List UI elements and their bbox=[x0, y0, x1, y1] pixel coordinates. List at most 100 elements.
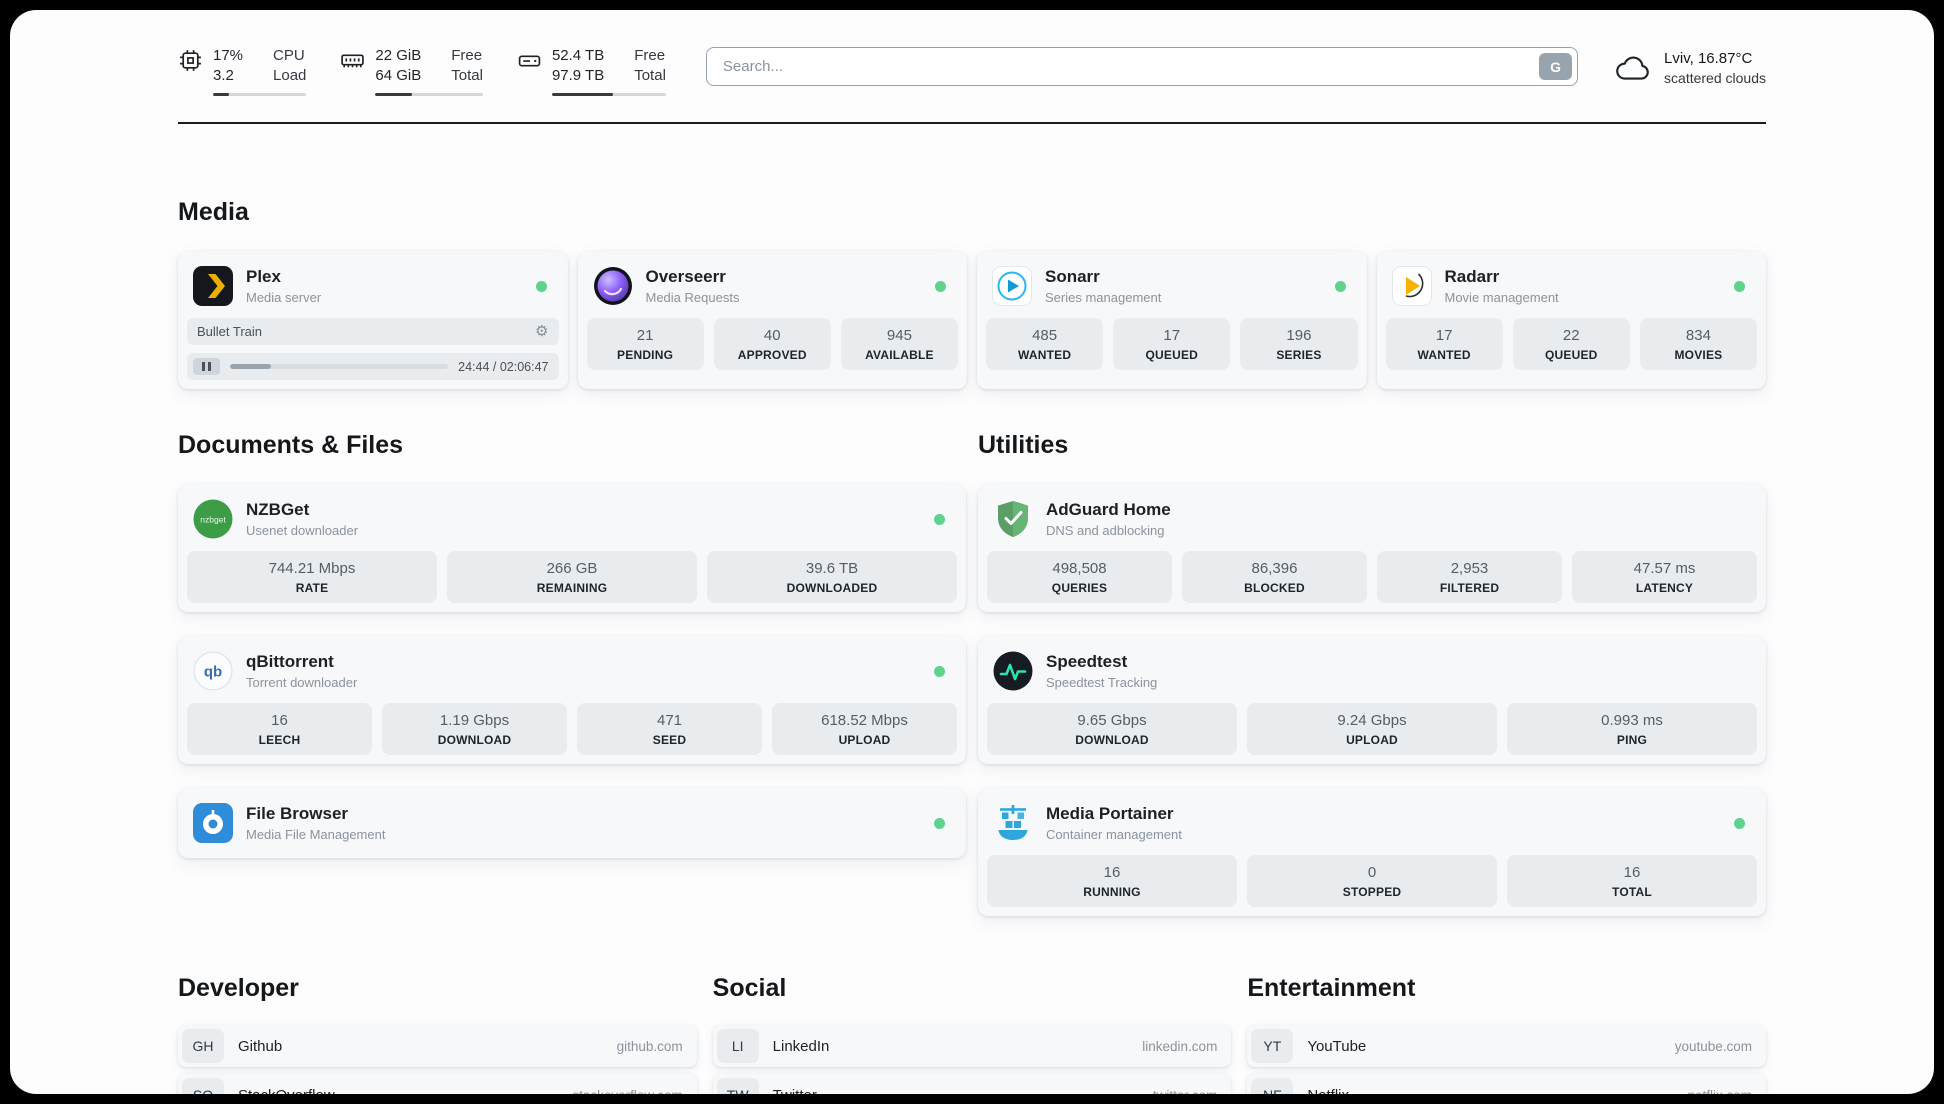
settings-gear-icon[interactable]: ⚙ bbox=[535, 323, 549, 340]
stat-label: TOTAL bbox=[1612, 885, 1652, 899]
search: G bbox=[705, 47, 1579, 86]
stat-label: LEECH bbox=[258, 733, 301, 747]
stat-value: 9.65 Gbps bbox=[1077, 712, 1147, 729]
disk-total-value: 97.9 TB bbox=[551, 66, 605, 84]
stat-value: 0 bbox=[1367, 864, 1377, 881]
cloud-icon bbox=[1614, 53, 1652, 83]
stat-value: 9.24 Gbps bbox=[1337, 712, 1407, 729]
stat-label: PING bbox=[1616, 733, 1648, 747]
stat-stopped: 0 STOPPED bbox=[1247, 855, 1497, 907]
bookmark-linkedin[interactable]: LI LinkedIn linkedin.com bbox=[712, 1025, 1232, 1067]
bookmark-twitter[interactable]: TW Twitter twitter.com bbox=[712, 1074, 1232, 1095]
ram-label-total: Total bbox=[451, 66, 483, 84]
service-card-file-browser[interactable]: File Browser Media File Management bbox=[178, 788, 966, 858]
stat-wanted: 485 WANTED bbox=[986, 318, 1104, 370]
service-card-overseerr[interactable]: Overseerr Media Requests 21 PENDING 40 APPROV… bbox=[577, 251, 967, 389]
stats-row: 17 WANTED 22 QUEUED 834 MOVIES bbox=[1385, 318, 1758, 370]
stat-label: REMAINING bbox=[536, 581, 608, 595]
bookmark-stackoverflow[interactable]: SO StackOverflow stackoverflow.com bbox=[178, 1074, 697, 1094]
stats-row: 16 LEECH 1.19 Gbps DOWNLOAD 471 SEED 618.52 Mb… bbox=[187, 703, 957, 755]
svg-text:nzbget: nzbget bbox=[200, 515, 226, 525]
app-name: Plex bbox=[246, 267, 281, 286]
app-name: File Browser bbox=[246, 804, 349, 823]
disk-metric: 52.4 TB 97.9 TB Free Total bbox=[517, 46, 666, 96]
file-browser-icon bbox=[193, 803, 233, 843]
ram-icon bbox=[340, 48, 365, 73]
stats-row: 9.65 Gbps DOWNLOAD 9.24 Gbps UPLOAD 0.993 ms… bbox=[987, 703, 1757, 755]
service-card-plex[interactable]: Plex Media server Bullet Train ⚙ 24:44 / 02:… bbox=[178, 251, 568, 389]
bookmarks: Developer GH Github github.com SO StackOverfl… bbox=[178, 926, 1766, 1094]
header-divider bbox=[178, 122, 1766, 124]
bookmark-name: Github bbox=[238, 1037, 283, 1055]
search-engine-button[interactable]: G bbox=[1539, 53, 1573, 80]
app-name: Overseerr bbox=[645, 267, 726, 286]
cpu-usage-value: 17% bbox=[213, 47, 244, 64]
media-section-title: Media bbox=[178, 198, 249, 226]
documents-section-title: Documents & Files bbox=[178, 431, 404, 459]
stat-queued: 17 QUEUED bbox=[1113, 318, 1231, 370]
stats-row: 498,508 QUERIES 86,396 BLOCKED 2,953 FILTERED… bbox=[987, 551, 1757, 603]
stat-label: STOPPED bbox=[1342, 885, 1402, 899]
bookmark-netflix[interactable]: NF Netflix netflix.com bbox=[1247, 1074, 1766, 1094]
bookmark-abbr: LI bbox=[716, 1029, 759, 1063]
documents-section: Documents & Files nzbget NZBGet Usenet dow… bbox=[178, 391, 966, 858]
stat-latency: 47.57 ms LATENCY bbox=[1572, 551, 1757, 603]
stat-value: 945 bbox=[886, 327, 912, 344]
search-input[interactable] bbox=[705, 47, 1579, 86]
disk-label-total: Total bbox=[634, 66, 666, 84]
stat-value: 2,953 bbox=[1450, 560, 1489, 577]
service-card-adguard-home[interactable]: AdGuard Home DNS and adblocking 498,508 QUE… bbox=[978, 484, 1766, 612]
stat-available: 945 AVAILABLE bbox=[840, 318, 959, 370]
adguard-home-icon bbox=[993, 499, 1033, 539]
app-name: Speedtest bbox=[1046, 652, 1128, 671]
service-card-speedtest[interactable]: Speedtest Speedtest Tracking 9.65 Gbps DOWN… bbox=[978, 636, 1766, 764]
stats-row: 16 RUNNING 0 STOPPED 16 TOTAL bbox=[987, 855, 1757, 907]
service-card-media-portainer[interactable]: Media Portainer Container management 16 RUN… bbox=[978, 788, 1766, 916]
online-status-dot bbox=[1334, 280, 1346, 292]
stat-value: 485 bbox=[1032, 327, 1058, 344]
card-header: nzbget NZBGet Usenet downloader bbox=[187, 493, 957, 551]
svg-text:qb: qb bbox=[204, 664, 222, 681]
service-card-sonarr[interactable]: Sonarr Series management 485 WANTED 17 QUEUED… bbox=[977, 251, 1367, 389]
service-card-qbittorrent[interactable]: qb qBittorrent Torrent downloader 16 LEECH 1.… bbox=[178, 636, 966, 764]
stat-running: 16 RUNNING bbox=[987, 855, 1237, 907]
pause-button[interactable] bbox=[193, 358, 220, 375]
stat-label: PENDING bbox=[617, 348, 674, 362]
now-playing-row: Bullet Train ⚙ bbox=[187, 318, 559, 345]
app-name: AdGuard Home bbox=[1046, 500, 1171, 519]
bookmark-group-title: Developer bbox=[178, 974, 299, 1002]
playback-progress-bar[interactable] bbox=[230, 364, 449, 369]
stat-queued: 22 QUEUED bbox=[1512, 318, 1630, 370]
bookmark-url: netflix.com bbox=[1687, 1088, 1752, 1095]
stat-label: RUNNING bbox=[1083, 885, 1141, 899]
bookmark-group-developer: Developer GH Github github.com SO StackOverfl… bbox=[178, 926, 697, 1094]
service-card-radarr[interactable]: Radarr Movie management 17 WANTED 22 QUEUED 83… bbox=[1376, 251, 1766, 389]
app-description: Media server bbox=[246, 290, 322, 305]
stat-queries: 498,508 QUERIES bbox=[987, 551, 1172, 603]
online-status-dot bbox=[934, 665, 945, 677]
bookmark-url: twitter.com bbox=[1153, 1088, 1218, 1095]
card-header: Media Portainer Container management bbox=[987, 797, 1757, 855]
bookmark-github[interactable]: GH Github github.com bbox=[178, 1025, 697, 1067]
media-grid: Plex Media server Bullet Train ⚙ 24:44 / 02:… bbox=[178, 251, 1766, 389]
middle-sections: Documents & Files nzbget NZBGet Usenet dow… bbox=[178, 391, 1766, 916]
service-card-nzbget[interactable]: nzbget NZBGet Usenet downloader 744.21 Mbps… bbox=[178, 484, 966, 612]
stat-wanted: 17 WANTED bbox=[1385, 318, 1503, 370]
stat-value: 498,508 bbox=[1052, 560, 1107, 577]
stat-value: 47.57 ms bbox=[1633, 560, 1696, 577]
weather-widget: Lviv, 16.87°C scattered clouds bbox=[1614, 48, 1766, 89]
online-status-dot bbox=[934, 513, 945, 525]
nzbget-icon: nzbget bbox=[193, 499, 233, 539]
bookmark-youtube[interactable]: YT YouTube youtube.com bbox=[1247, 1025, 1766, 1067]
stat-label: APPROVED bbox=[737, 348, 807, 362]
stat-label: QUEUED bbox=[1544, 348, 1598, 362]
qbittorrent-icon: qb bbox=[193, 651, 233, 691]
stat-filtered: 2,953 FILTERED bbox=[1377, 551, 1562, 603]
cpu-label-2: Load bbox=[273, 66, 307, 84]
stat-label: MOVIES bbox=[1674, 348, 1723, 362]
utilities-section: Utilities AdGuard Home DNS and adblocking… bbox=[978, 391, 1766, 916]
stat-label: DOWNLOADED bbox=[786, 581, 878, 595]
stat-label: QUEUED bbox=[1145, 348, 1199, 362]
media-portainer-icon bbox=[993, 803, 1033, 843]
stat-pending: 21 PENDING bbox=[586, 318, 704, 370]
